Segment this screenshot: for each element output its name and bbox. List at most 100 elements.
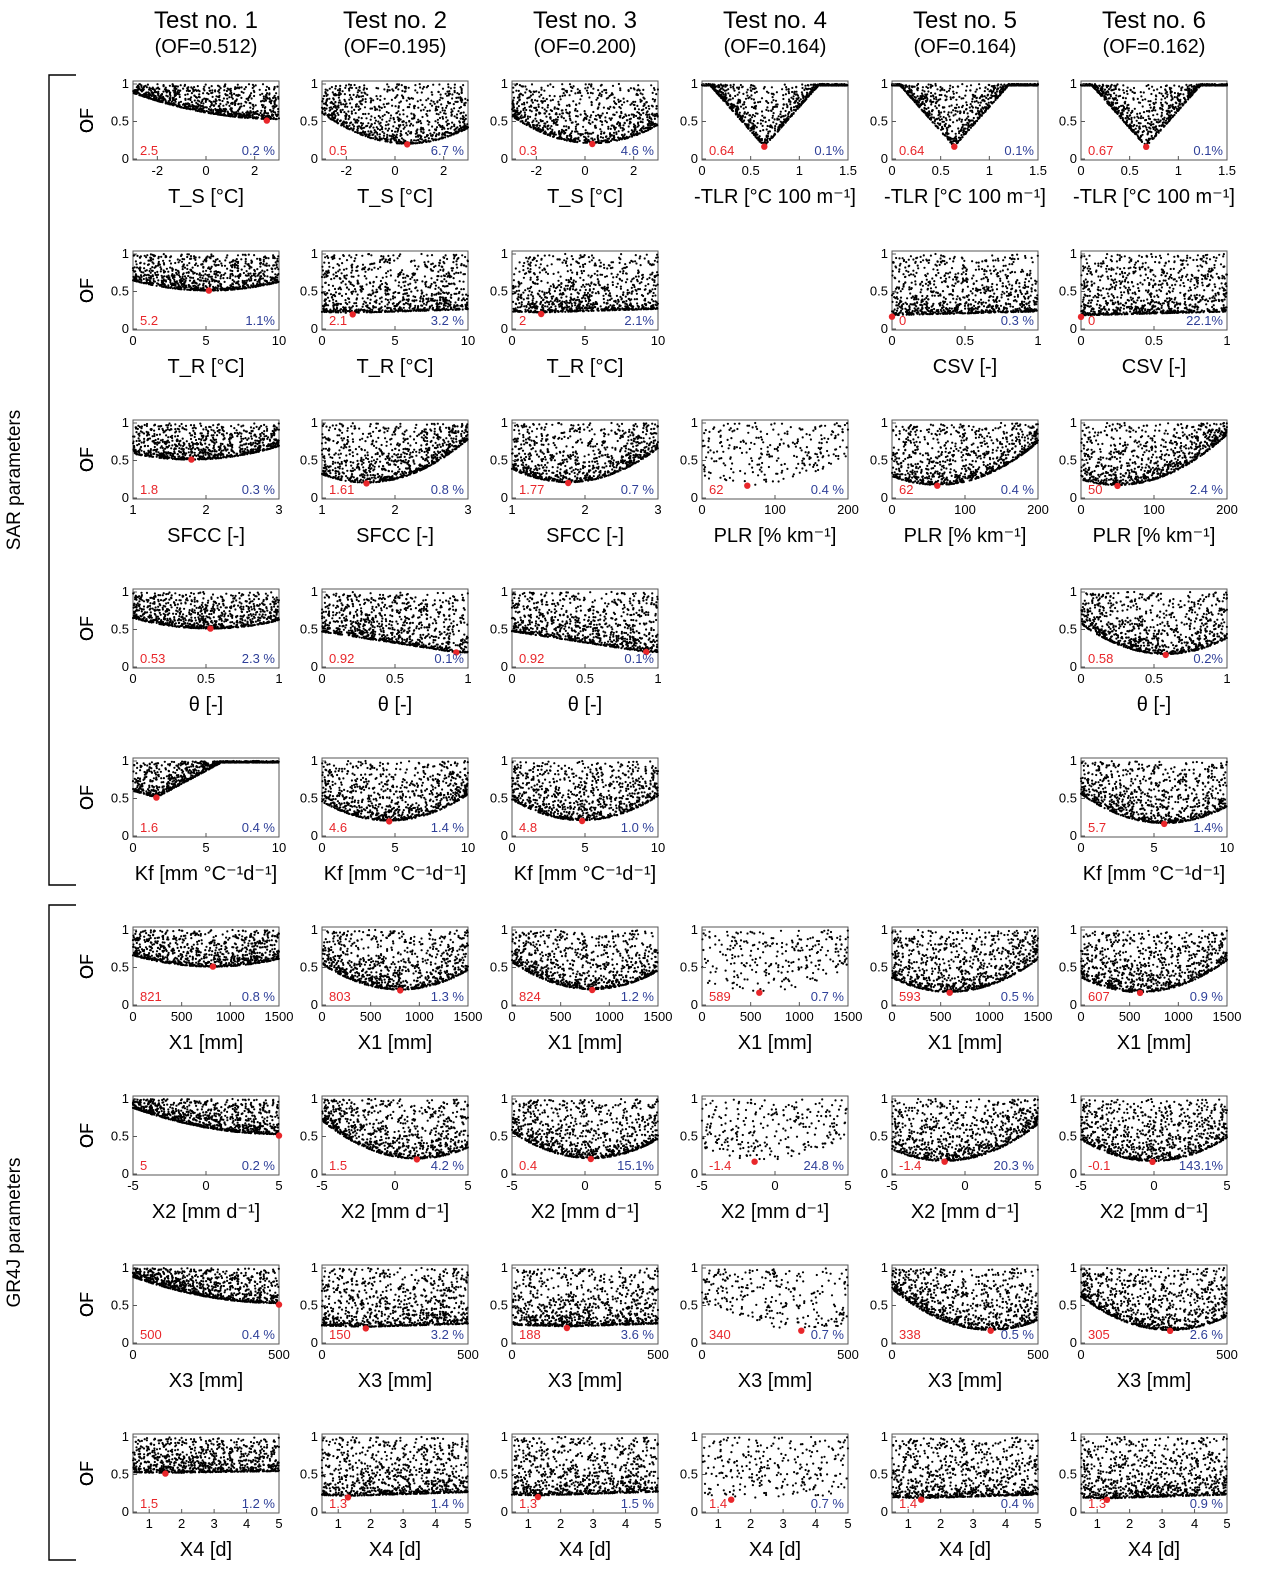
data-point [340,111,342,113]
data-point [255,104,257,106]
data-point [425,141,427,143]
data-point [135,92,137,94]
data-point [348,99,350,101]
data-point [247,111,249,113]
data-point [400,118,402,120]
data-point [207,111,209,113]
data-point [241,86,243,88]
data-point [374,109,376,111]
data-point [404,86,406,88]
data-point [345,115,347,117]
data-point [229,88,231,90]
data-point [184,99,186,101]
data-point [177,85,179,87]
data-point [346,106,348,108]
data-point [406,100,408,102]
data-point [396,136,398,138]
data-point [220,111,222,113]
column-subtitle: (OF=0.164) [914,36,1017,58]
data-point [383,103,385,105]
data-point [397,128,399,130]
data-point [260,100,262,102]
data-point [197,85,199,87]
data-point [157,92,159,94]
data-point [390,114,392,116]
data-point [348,125,350,127]
data-point [221,114,223,116]
data-point [362,95,364,97]
data-point [405,132,407,134]
data-point [231,94,233,96]
data-point [342,103,344,105]
data-point [265,94,267,96]
data-point [192,105,194,107]
column-title: Test no. 6 [1102,7,1206,34]
data-point [337,122,339,124]
data-point [161,100,163,102]
data-point [357,126,359,128]
data-point [268,93,270,95]
data-point [379,95,381,97]
data-point [358,109,360,111]
data-point [434,103,436,105]
data-point [367,130,369,132]
data-point [170,103,172,105]
data-point [389,89,391,91]
scatter-panel: 2.5 0.2 %00.51OF-2 0 2T_S [°C] [77,76,280,208]
data-point [365,98,367,100]
data-point [175,103,177,105]
data-point [417,107,419,109]
data-point [428,137,430,139]
data-point [177,105,179,107]
data-point [277,111,279,113]
data-point [366,88,368,90]
data-point [329,109,331,111]
data-point [355,87,357,89]
data-point [464,127,466,129]
data-point [351,98,353,100]
data-point [466,123,468,125]
data-point [200,102,202,104]
data-point [454,115,456,117]
data-point [379,109,381,111]
data-point [229,92,231,94]
data-point [349,94,351,96]
data-point [450,87,452,89]
column-title: Test no. 5 [913,7,1017,34]
data-point [227,115,229,117]
data-point [361,117,363,119]
data-point [197,89,199,91]
data-point [431,105,433,107]
data-point [198,93,200,95]
data-point [211,85,213,87]
data-point [133,92,135,94]
data-point [231,96,233,98]
data-point [252,112,254,114]
data-point [219,103,221,105]
data-point [143,85,145,87]
data-point [221,100,223,102]
data-point [372,99,374,101]
data-point [259,89,261,91]
data-point [334,101,336,103]
data-point [226,98,228,100]
data-point [358,116,360,118]
data-point [214,101,216,103]
data-point [404,126,406,128]
data-point [260,112,262,114]
x-axis-label: T_S [°C] [168,186,244,208]
data-point [183,103,185,105]
data-point [384,106,386,108]
data-point [374,117,376,119]
data-point [223,97,225,99]
data-point [174,89,176,91]
data-point [440,94,442,96]
data-point [278,117,280,119]
data-point [388,86,390,88]
data-point [419,83,421,85]
data-point [223,86,225,88]
data-point [353,128,355,130]
data-point [445,121,447,123]
data-point [433,132,435,134]
data-point [155,97,157,99]
